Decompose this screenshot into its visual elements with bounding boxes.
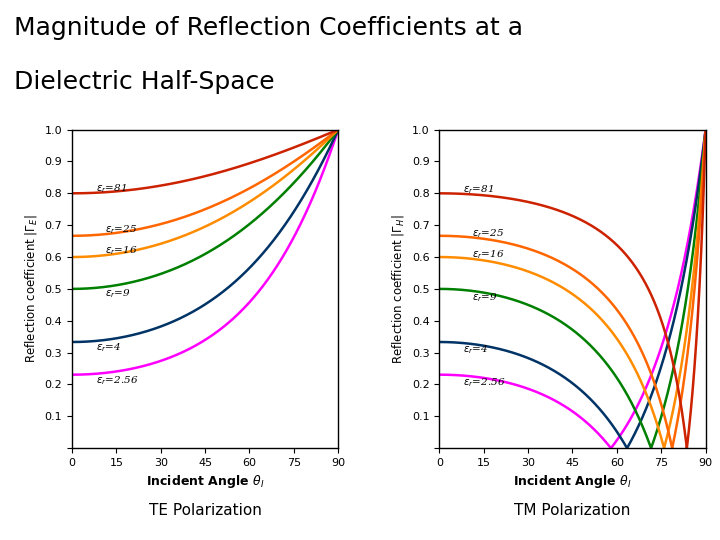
Text: $\varepsilon_r$=4: $\varepsilon_r$=4 bbox=[96, 341, 121, 354]
Text: TE Polarization: TE Polarization bbox=[148, 503, 261, 518]
Text: $\varepsilon_r$=16: $\varepsilon_r$=16 bbox=[472, 248, 504, 261]
X-axis label: Incident Angle $\theta_I$: Incident Angle $\theta_I$ bbox=[513, 474, 631, 490]
Text: $\varepsilon_r$=2.56: $\varepsilon_r$=2.56 bbox=[463, 376, 505, 389]
Text: $\varepsilon_r$=9: $\varepsilon_r$=9 bbox=[104, 287, 130, 300]
Y-axis label: Reflection coefficient $|\Gamma_H|$: Reflection coefficient $|\Gamma_H|$ bbox=[390, 214, 406, 363]
X-axis label: Incident Angle $\theta_I$: Incident Angle $\theta_I$ bbox=[146, 474, 264, 490]
Text: $\varepsilon_r$=9: $\varepsilon_r$=9 bbox=[472, 292, 498, 304]
Text: $\varepsilon_r$=81: $\varepsilon_r$=81 bbox=[96, 182, 127, 195]
Text: $\varepsilon_r$=25: $\varepsilon_r$=25 bbox=[104, 224, 137, 237]
Text: $\varepsilon_r$=16: $\varepsilon_r$=16 bbox=[104, 245, 137, 258]
Text: $\varepsilon_r$=2.56: $\varepsilon_r$=2.56 bbox=[96, 374, 138, 387]
Text: TM Polarization: TM Polarization bbox=[514, 503, 631, 518]
Text: $\varepsilon_r$=25: $\varepsilon_r$=25 bbox=[472, 227, 504, 240]
Text: $\varepsilon_r$=4: $\varepsilon_r$=4 bbox=[463, 343, 488, 356]
Text: $\varepsilon_r$=81: $\varepsilon_r$=81 bbox=[463, 183, 494, 196]
Y-axis label: Reflection coefficient $|\Gamma_E|$: Reflection coefficient $|\Gamma_E|$ bbox=[23, 214, 39, 363]
Text: Magnitude of Reflection Coefficients at a: Magnitude of Reflection Coefficients at … bbox=[14, 16, 523, 40]
Text: Dielectric Half-Space: Dielectric Half-Space bbox=[14, 70, 275, 94]
